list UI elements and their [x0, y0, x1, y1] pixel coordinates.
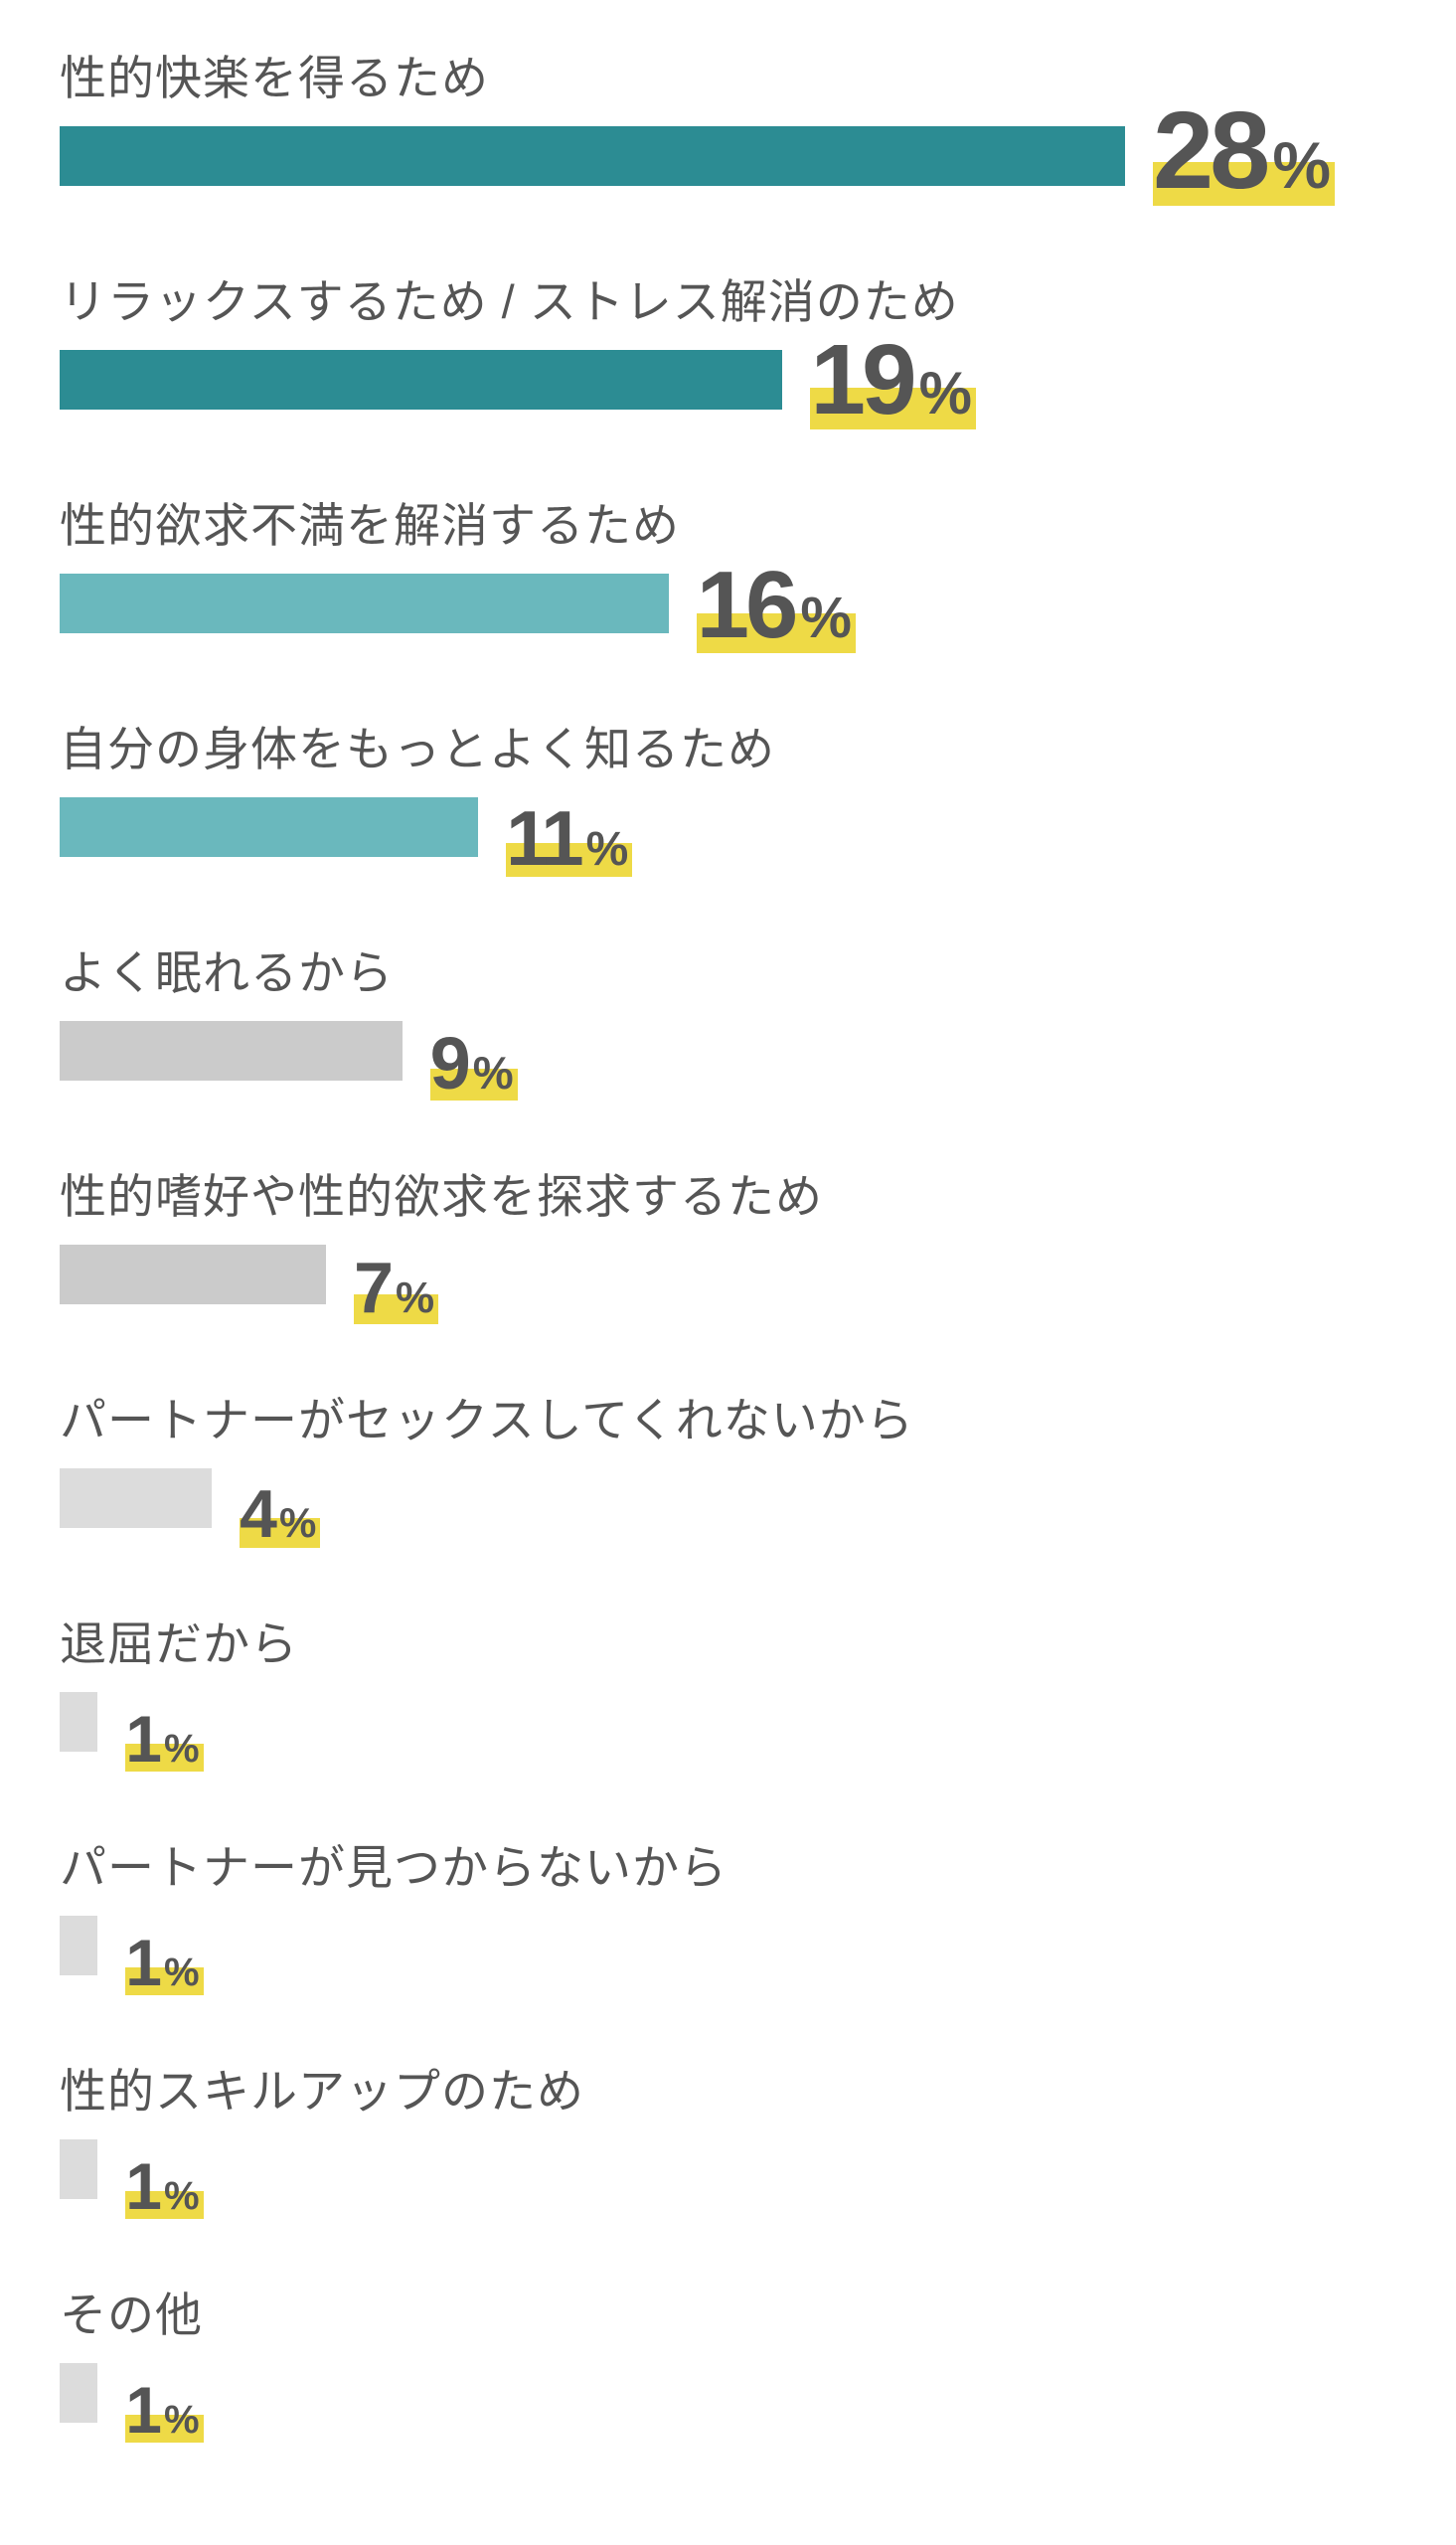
- percent-sign: %: [396, 1273, 434, 1322]
- bar: [60, 797, 478, 857]
- value-highlight: 19%: [810, 330, 972, 429]
- chart-row: 退屈だから 1%: [60, 1606, 1396, 1772]
- bar: [60, 350, 782, 410]
- value-wrap: 16%: [697, 574, 852, 653]
- bar-value: 4: [240, 1476, 273, 1552]
- value-wrap: 19%: [810, 350, 972, 429]
- bar-line: 1%: [60, 2363, 1396, 2443]
- percent-sign: %: [1272, 128, 1331, 202]
- bar: [60, 1245, 326, 1304]
- value-highlight: 28%: [1153, 96, 1331, 206]
- bar-value: 1: [125, 1926, 158, 1999]
- chart-row: その他 1%: [60, 2277, 1396, 2443]
- chart-row: 自分の身体をもっとよく知るため 11%: [60, 711, 1396, 877]
- chart-row: 性的欲求不満を解消するため 16%: [60, 487, 1396, 653]
- bar-label: パートナーがセックスしてくれないから: [60, 1382, 1396, 1450]
- bar: [60, 1468, 212, 1528]
- percent-sign: %: [164, 2174, 200, 2218]
- bar: [60, 2363, 97, 2423]
- bar: [60, 1916, 97, 1975]
- bar-line: 1%: [60, 1692, 1396, 1772]
- percent-sign: %: [164, 1951, 200, 1994]
- bar-label: 性的欲求不満を解消するため: [60, 487, 1396, 556]
- chart-row: パートナーが見つからないから 1%: [60, 1829, 1396, 1995]
- value-highlight: 16%: [697, 558, 852, 653]
- bar-label: その他: [60, 2277, 1396, 2345]
- bar: [60, 1021, 403, 1081]
- chart-row: 性的スキルアップのため 1%: [60, 2053, 1396, 2219]
- bar-value: 19: [810, 324, 912, 435]
- bar-line: 1%: [60, 1916, 1396, 1995]
- chart-row: パートナーがセックスしてくれないから 4%: [60, 1382, 1396, 1548]
- value-wrap: 1%: [125, 1692, 199, 1772]
- bar: [60, 1692, 97, 1752]
- value-wrap: 1%: [125, 2139, 199, 2219]
- bar: [60, 2139, 97, 2199]
- value-wrap: 7%: [354, 1245, 434, 1324]
- bar-line: 1%: [60, 2139, 1396, 2219]
- value-highlight: 1%: [125, 2377, 199, 2443]
- bar-value: 1: [125, 2149, 158, 2223]
- bar-line: 4%: [60, 1468, 1396, 1548]
- horizontal-bar-chart: 性的快楽を得るため28%リラックスするため / ストレス解消のため19%性的欲求…: [0, 0, 1456, 2502]
- bar-value: 1: [125, 1702, 158, 1776]
- bar-line: 16%: [60, 574, 1396, 653]
- bar-label: リラックスするため / ストレス解消のため: [60, 263, 1396, 332]
- bar-value: 11: [506, 794, 579, 882]
- bar-value: 1: [125, 2373, 158, 2447]
- chart-row: 性的嗜好や性的欲求を探求するため 7%: [60, 1158, 1396, 1324]
- bar-line: 28%: [60, 126, 1396, 206]
- chart-row: リラックスするため / ストレス解消のため 19%: [60, 263, 1396, 429]
- bar-label: 自分の身体をもっとよく知るため: [60, 711, 1396, 779]
- value-wrap: 9%: [430, 1021, 514, 1101]
- bar-value: 16: [697, 552, 795, 658]
- bar-line: 7%: [60, 1245, 1396, 1324]
- value-wrap: 28%: [1153, 126, 1331, 206]
- bar-label: 退屈だから: [60, 1606, 1396, 1674]
- percent-sign: %: [164, 2398, 200, 2442]
- percent-sign: %: [164, 1727, 200, 1771]
- bar-line: 9%: [60, 1021, 1396, 1101]
- value-wrap: 4%: [240, 1468, 316, 1548]
- bar: [60, 126, 1125, 186]
- percent-sign: %: [473, 1047, 514, 1099]
- value-highlight: 7%: [354, 1253, 434, 1324]
- bar-label: 性的嗜好や性的欲求を探求するため: [60, 1158, 1396, 1227]
- chart-row: よく眠れるから 9%: [60, 934, 1396, 1101]
- value-wrap: 11%: [506, 797, 628, 877]
- bar-label: よく眠れるから: [60, 934, 1396, 1003]
- bar: [60, 574, 669, 633]
- chart-row: 性的快楽を得るため28%: [60, 40, 1396, 206]
- percent-sign: %: [919, 360, 972, 426]
- value-highlight: 9%: [430, 1027, 514, 1101]
- value-wrap: 1%: [125, 1916, 199, 1995]
- percent-sign: %: [586, 823, 629, 876]
- bar-line: 11%: [60, 797, 1396, 877]
- bar-value: 9: [430, 1022, 467, 1104]
- value-highlight: 1%: [125, 1930, 199, 1995]
- value-highlight: 4%: [240, 1480, 316, 1548]
- bar-label: 性的スキルアップのため: [60, 2053, 1396, 2121]
- value-highlight: 1%: [125, 2153, 199, 2219]
- value-highlight: 11%: [506, 799, 628, 877]
- bar-line: 19%: [60, 350, 1396, 429]
- percent-sign: %: [279, 1499, 316, 1546]
- value-highlight: 1%: [125, 1706, 199, 1772]
- bar-label: パートナーが見つからないから: [60, 1829, 1396, 1898]
- bar-value: 28: [1153, 89, 1266, 212]
- value-wrap: 1%: [125, 2363, 199, 2443]
- bar-value: 7: [354, 1249, 390, 1328]
- percent-sign: %: [800, 586, 852, 650]
